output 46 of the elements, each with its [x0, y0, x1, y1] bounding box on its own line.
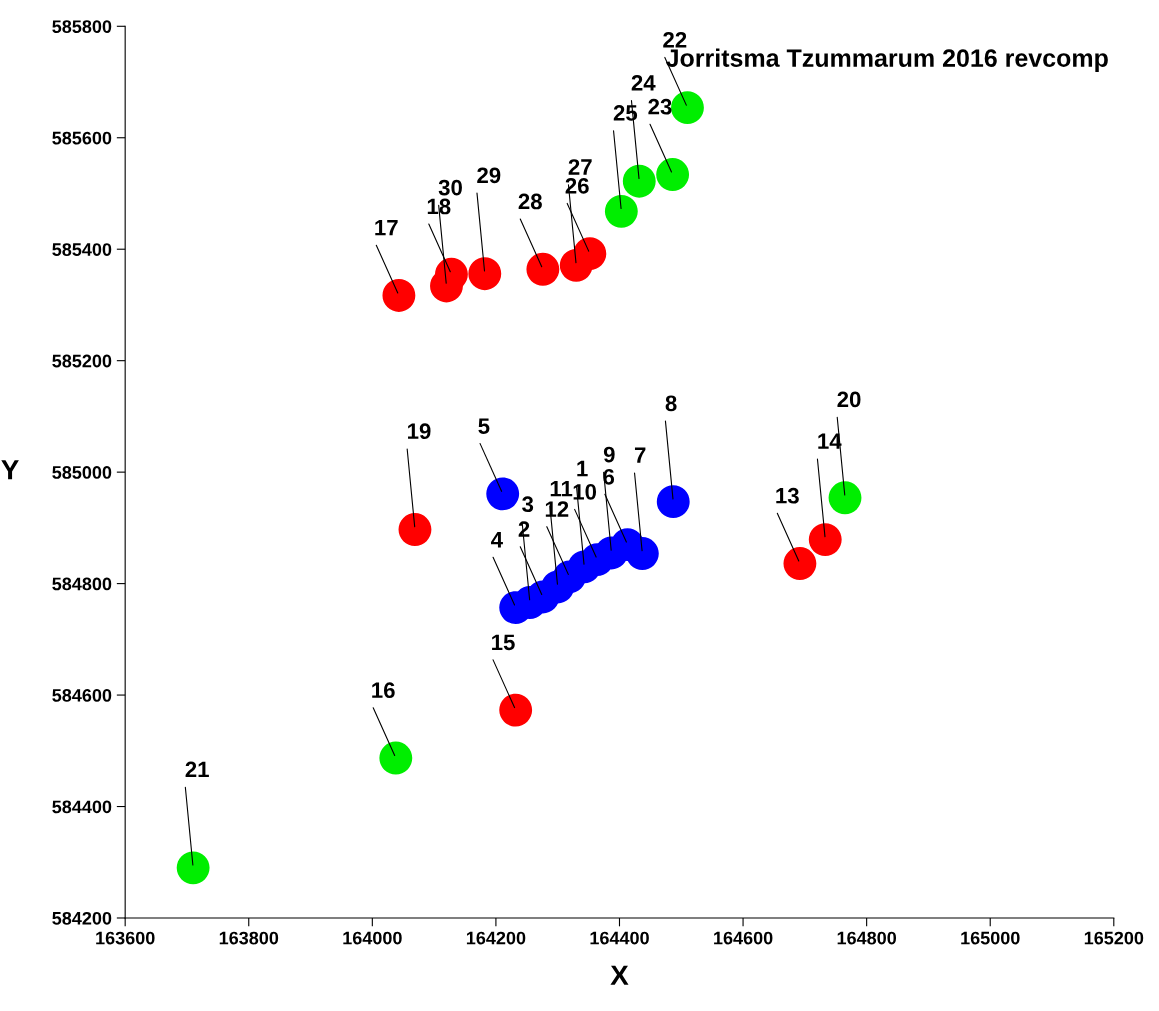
annotation: 20 — [837, 391, 861, 408]
annotation: 21 — [185, 761, 209, 778]
x-tick-label: 164200 — [466, 931, 526, 945]
y-tick-label: 585800 — [52, 20, 112, 34]
annotation: 22 — [663, 31, 687, 48]
y-axis-title: Y — [1, 460, 19, 480]
y-tick-label: 584800 — [52, 577, 112, 591]
annotation: 13 — [776, 487, 799, 504]
annotation: 17 — [375, 220, 398, 236]
x-tick-label: 163600 — [96, 931, 155, 945]
x-tick-label: 164800 — [837, 931, 897, 945]
text: Jorritsma Tzummarum 2016 revcomp — [666, 48, 1108, 72]
x-tick-label: 164000 — [343, 931, 402, 945]
annotation: 26 — [565, 177, 589, 194]
annotation: 16 — [372, 682, 395, 699]
x-tick-label: 164400 — [590, 931, 649, 945]
x-axis-title: X — [610, 965, 629, 985]
annotation: 8 — [665, 395, 677, 412]
x-tick-label: 164600 — [714, 931, 773, 945]
annotation: 28 — [518, 193, 542, 210]
annotation: 1 — [577, 460, 588, 477]
annotation: 19 — [408, 423, 431, 440]
annotation: 3 — [522, 496, 534, 513]
y-tick-label: 584600 — [52, 689, 112, 702]
annotation: 11 — [550, 480, 573, 497]
y-tick-label: 584200 — [52, 911, 112, 925]
annotation: 29 — [477, 167, 501, 184]
annotation: 23 — [648, 98, 672, 115]
annotation: 4 — [491, 532, 503, 548]
annotation: 27 — [568, 159, 592, 175]
annotation: 9 — [603, 446, 615, 463]
x-tick-label: 165000 — [961, 931, 1020, 945]
y-tick-label: 585400 — [52, 243, 112, 256]
x-tick-label: 165200 — [1084, 931, 1144, 945]
annotation: 30 — [438, 179, 462, 196]
y-tick-label: 585600 — [52, 131, 112, 145]
annotation: 5 — [478, 418, 490, 434]
annotation: 15 — [492, 634, 515, 651]
y-tick-label: 585200 — [52, 354, 112, 368]
annotation: 7 — [634, 447, 646, 463]
y-tick-label: 584400 — [52, 800, 112, 814]
annotation: 24 — [631, 74, 656, 91]
x-tick-label: 163800 — [219, 931, 279, 945]
annotation: 12 — [545, 501, 569, 517]
annotation: 18 — [427, 198, 451, 215]
y-tick-label: 585000 — [52, 466, 112, 479]
